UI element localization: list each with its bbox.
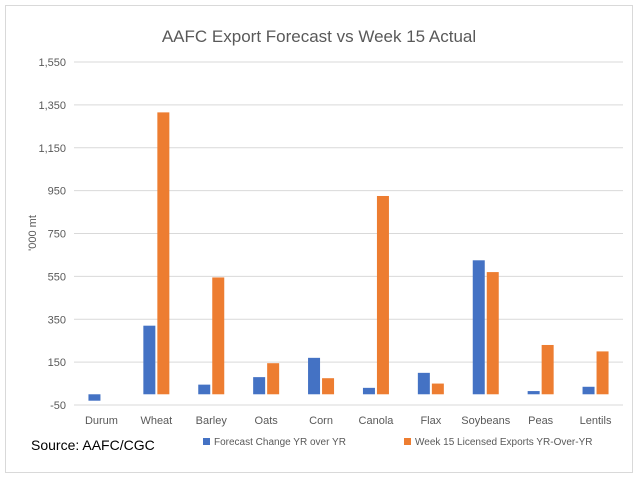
bar-forecast-durum (88, 394, 101, 401)
y-axis-label: '000 mt (27, 215, 39, 251)
x-tick-label: Peas (528, 415, 554, 427)
bar-actual-soybeans (486, 272, 499, 395)
y-tick-label: 1,350 (38, 100, 66, 112)
x-tick-label: Soybeans (461, 415, 510, 427)
chart-frame (5, 5, 633, 473)
x-tick-label: Wheat (140, 415, 172, 427)
y-tick-label: 1,150 (38, 143, 66, 155)
bar-actual-barley (212, 277, 225, 395)
y-tick-label: 1,550 (38, 57, 66, 69)
x-tick-label: Lentils (580, 415, 612, 427)
x-tick-label: Oats (255, 415, 279, 427)
y-tick-label: 550 (48, 271, 66, 283)
y-tick-label: 350 (48, 314, 66, 326)
legend-swatch (404, 438, 411, 445)
source-note: Source: AAFC/CGC (31, 437, 155, 453)
bar-forecast-wheat (143, 325, 156, 395)
legend-swatch (203, 438, 210, 445)
bar-actual-corn (322, 378, 335, 395)
bar-forecast-barley (198, 384, 211, 395)
bar-forecast-canola (362, 387, 375, 395)
bar-forecast-flax (417, 372, 430, 395)
bar-actual-wheat (157, 112, 170, 395)
bar-forecast-oats (253, 377, 266, 395)
bar-forecast-lentils (582, 386, 595, 395)
bar-actual-oats (267, 363, 280, 395)
y-tick-label: -50 (50, 400, 66, 412)
bar-actual-peas (541, 344, 554, 395)
x-tick-label: Corn (309, 415, 333, 427)
x-tick-label: Flax (420, 415, 441, 427)
y-tick-label: 950 (48, 186, 66, 198)
bar-forecast-peas (527, 391, 540, 395)
bar-actual-flax (431, 383, 444, 395)
bar-actual-lentils (596, 351, 609, 395)
x-tick-label: Barley (196, 415, 228, 427)
y-tick-label: 750 (48, 229, 66, 241)
chart-title: AAFC Export Forecast vs Week 15 Actual (162, 27, 476, 46)
x-tick-label: Durum (85, 415, 118, 427)
x-tick-label: Canola (359, 415, 395, 427)
y-tick-label: 150 (48, 357, 66, 369)
bar-forecast-soybeans (472, 260, 485, 395)
legend-label: Forecast Change YR over YR (214, 437, 346, 448)
bar-forecast-corn (308, 357, 321, 395)
legend-label: Week 15 Licensed Exports YR-Over-YR (415, 437, 592, 448)
bar-actual-canola (376, 195, 389, 395)
